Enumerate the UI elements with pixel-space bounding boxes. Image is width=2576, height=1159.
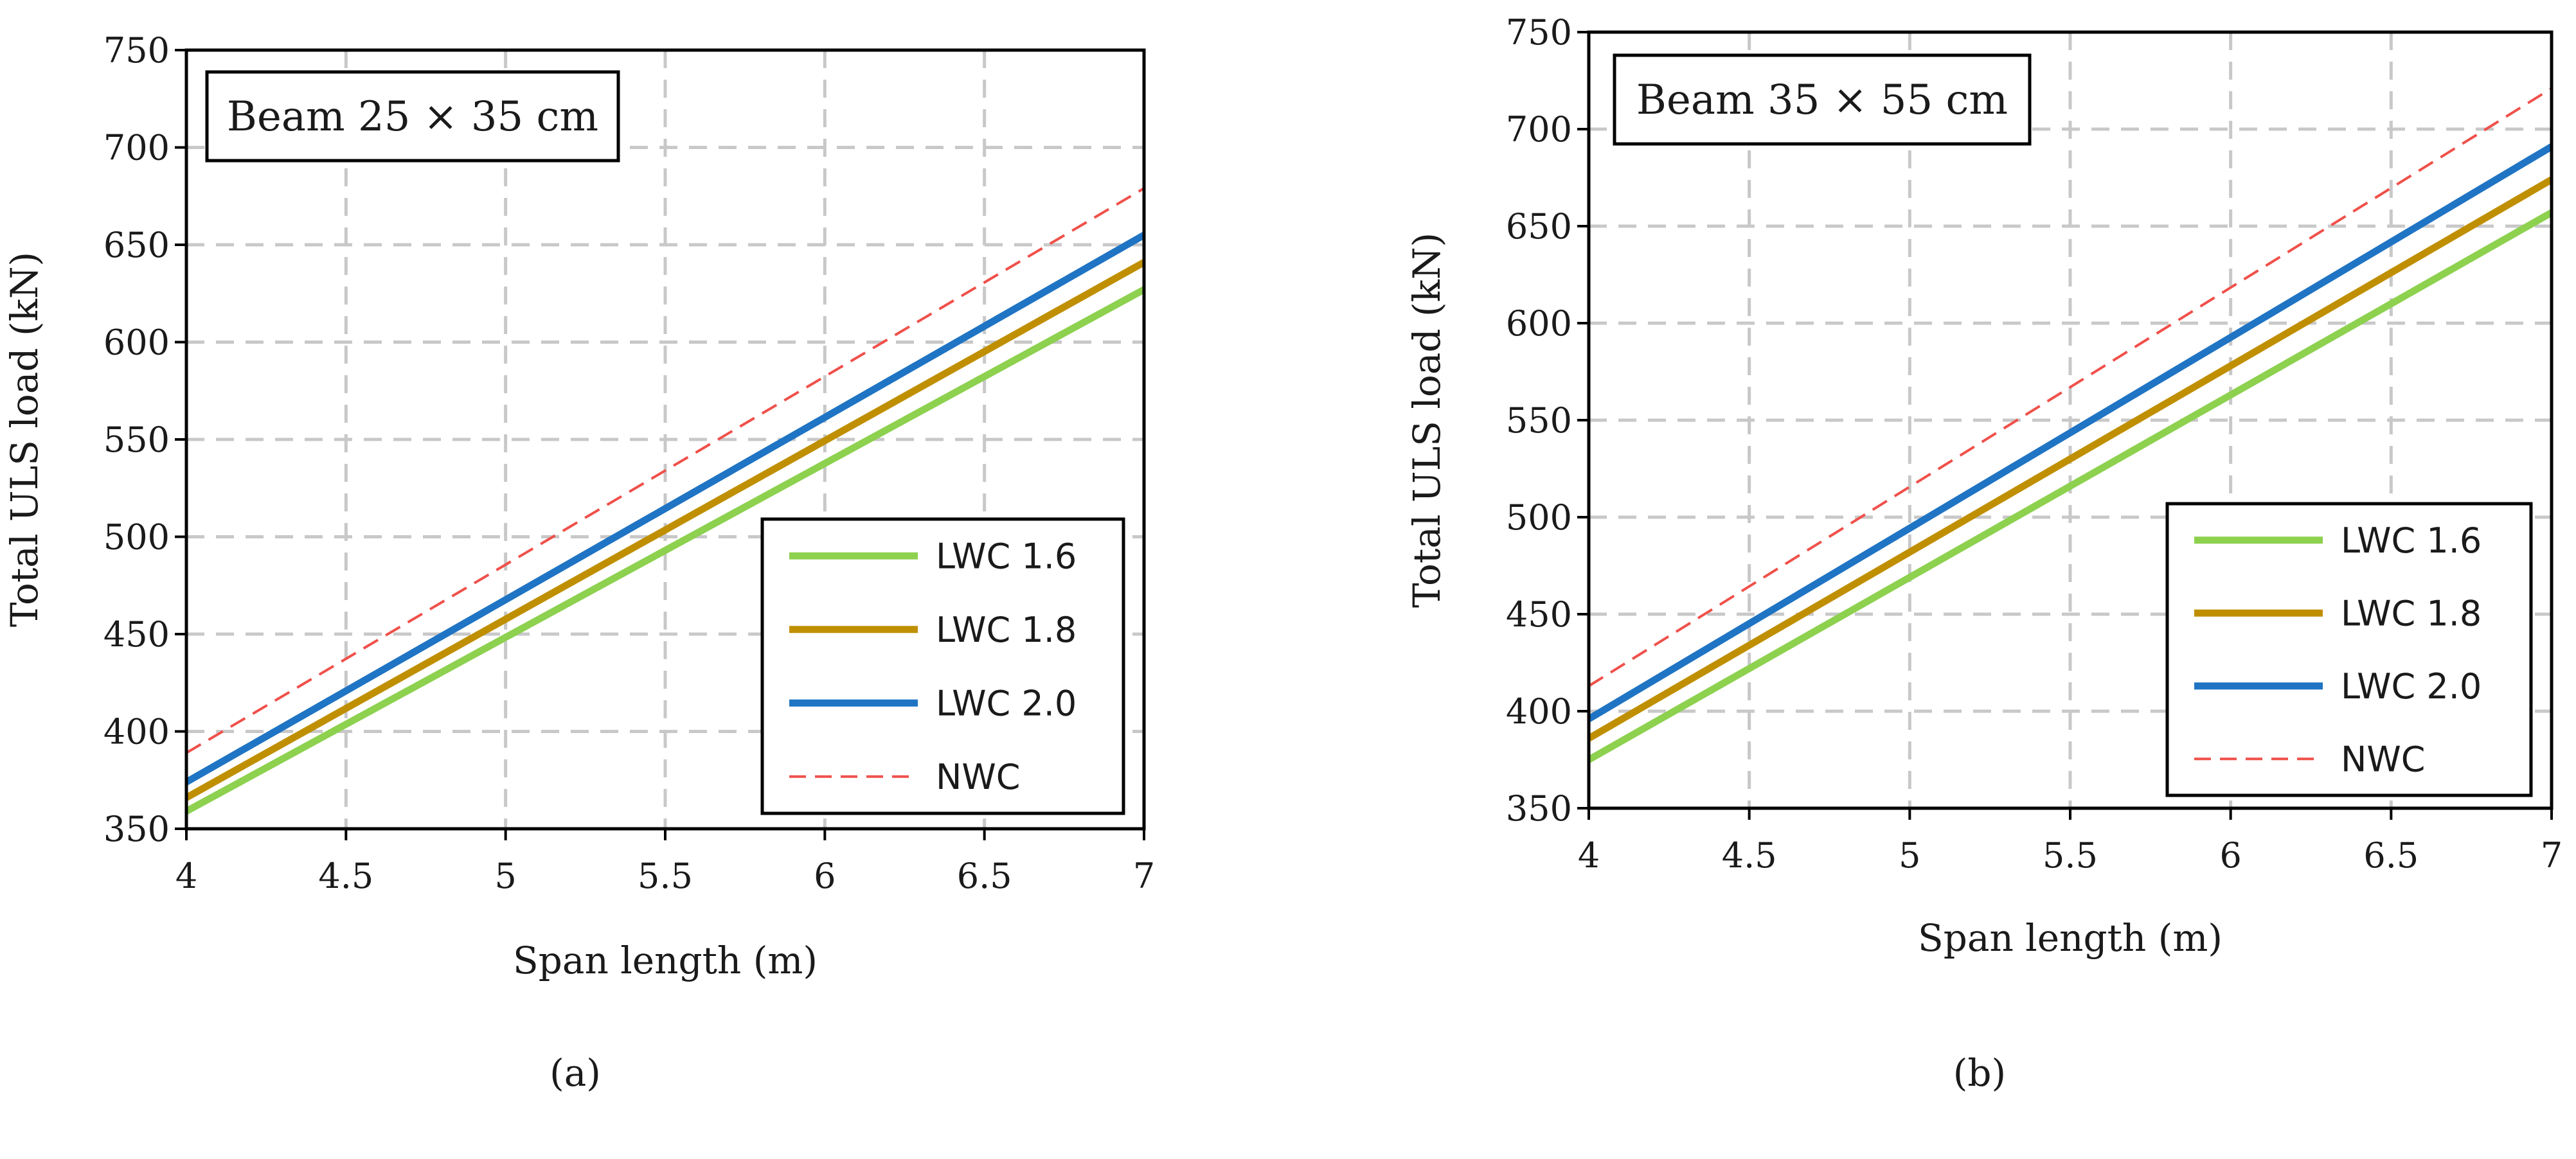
y-tick-label: 600 (1506, 303, 1572, 344)
x-tick-label: 5 (494, 856, 516, 896)
y-tick-label: 350 (1506, 788, 1572, 829)
y-tick-label: 700 (1506, 109, 1572, 150)
y-axis-title: Total ULS load (kN) (1405, 233, 1449, 608)
x-axis-title: Span length (m) (1918, 916, 2223, 960)
legend-label: LWC 2.0 (936, 683, 1077, 723)
legend-label: NWC (2341, 739, 2426, 779)
y-tick-label: 650 (1506, 206, 1572, 247)
chart-panel-b: 350 400 450 500 550 600 650 700 750 4 4.5 5 5.5 6 6.5 7… (1405, 12, 2563, 1095)
series-line-nwc (1588, 87, 2553, 687)
y-tick-label: 500 (103, 517, 170, 558)
series-line-nwc (185, 187, 1145, 754)
y-tick-label: 450 (103, 614, 170, 655)
x-tick-label: 4.5 (1722, 835, 1777, 876)
chart-title-box (205, 70, 620, 163)
x-tick-label: 5 (1899, 835, 1920, 876)
series-line-lwc-2-0 (1587, 143, 2554, 722)
x-tick-label: 4.5 (318, 856, 373, 896)
legend-label: LWC 1.6 (2341, 520, 2482, 561)
y-tick-label: 600 (103, 323, 170, 363)
y-tick-label: 500 (1506, 497, 1572, 538)
panel-caption: (a) (550, 1051, 601, 1095)
x-tick-label: 7 (2541, 835, 2563, 876)
x-tick-label: 5.5 (638, 856, 693, 896)
legend-box (760, 517, 1125, 815)
y-tick-label: 650 (103, 225, 170, 265)
panel-caption: (b) (1953, 1051, 2006, 1095)
series-line-lwc-1-8 (1587, 176, 2554, 742)
plot-frame-a (184, 48, 1146, 831)
series-line-lwc-2-0 (184, 232, 1146, 786)
y-tick-label: 550 (1506, 400, 1572, 441)
chart-title: Beam 25 × 35 cm (227, 93, 598, 141)
x-tick-label: 5.5 (2043, 835, 2098, 876)
x-tick-label: 6.5 (957, 856, 1012, 896)
y-tick-label: 450 (1506, 594, 1572, 635)
x-tick-label: 4 (1578, 835, 1600, 876)
x-tick-label: 6 (2219, 835, 2241, 876)
series-line-lwc-1-6 (184, 286, 1146, 815)
y-tick-label: 550 (103, 420, 170, 460)
y-tick-label: 750 (1506, 12, 1572, 53)
y-axis-title: Total ULS load (kN) (3, 252, 46, 627)
y-tick-label: 400 (1506, 691, 1572, 732)
chart-title: Beam 35 × 55 cm (1636, 76, 2008, 124)
y-tick-label: 750 (103, 30, 170, 71)
legend-label: NWC (936, 757, 1021, 797)
x-tick-label: 4 (175, 856, 197, 896)
x-axis-title: Span length (m) (513, 939, 818, 982)
plot-frame-b (1587, 30, 2554, 810)
legend-label: LWC 1.8 (936, 610, 1077, 650)
series-line-lwc-1-8 (184, 259, 1146, 801)
x-tick-label: 6.5 (2363, 835, 2419, 876)
chart-panel-a: 350 400 450 500 550 600 650 700 750 4 4.5 5 5.5 6 6.5 7… (3, 30, 1155, 1095)
legend-label: LWC 1.6 (936, 536, 1077, 576)
y-tick-label: 350 (103, 809, 170, 849)
legend-box (2165, 502, 2533, 797)
chart-title-box (1613, 53, 2032, 146)
x-tick-label: 6 (814, 856, 836, 896)
legend-label: LWC 2.0 (2341, 666, 2482, 707)
y-tick-label: 400 (103, 712, 170, 752)
x-tick-label: 7 (1133, 856, 1155, 896)
y-tick-label: 700 (103, 128, 170, 168)
legend-label: LWC 1.8 (2341, 593, 2482, 633)
series-line-lwc-1-6 (1587, 209, 2554, 763)
